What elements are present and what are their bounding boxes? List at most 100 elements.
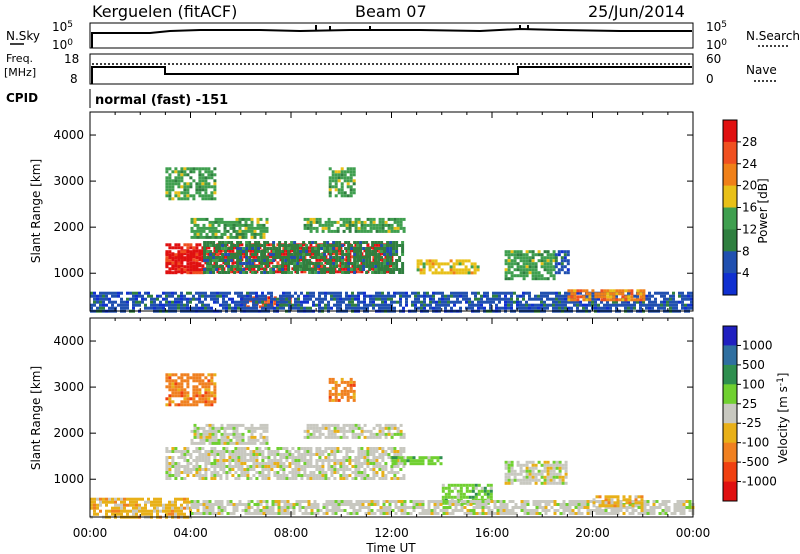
data-cell: [186, 188, 190, 192]
data-cell: [396, 477, 400, 480]
data-cell: [297, 306, 300, 310]
data-cell: [389, 256, 393, 259]
data-cell: [330, 459, 334, 462]
data-cell: [195, 403, 199, 407]
data-cell: [354, 474, 358, 477]
data-cell: [388, 512, 392, 515]
data-cell: [340, 167, 344, 171]
data-cell: [507, 300, 510, 304]
data-cell: [174, 176, 178, 180]
data-cell: [504, 259, 508, 263]
data-cell: [344, 271, 348, 274]
data-cell: [349, 380, 353, 384]
data-cell: [174, 306, 177, 310]
data-cell: [483, 486, 487, 490]
data-cell: [519, 259, 523, 263]
data-cell: [165, 376, 169, 380]
data-cell: [470, 265, 474, 269]
data-cell: [477, 297, 480, 301]
data-cell: [333, 450, 337, 453]
data-cell: [208, 500, 212, 503]
data-cell: [303, 459, 307, 462]
data-cell: [391, 509, 395, 512]
data-cell: [225, 300, 228, 304]
data-cell: [202, 506, 206, 509]
data-cell: [561, 478, 565, 482]
data-cell: [250, 512, 254, 515]
data-cell: [409, 506, 413, 509]
data-cell: [467, 271, 471, 275]
data-cell: [111, 506, 114, 510]
data-cell: [204, 376, 208, 380]
colorbar-tick-label: 28: [742, 135, 757, 149]
data-cell: [214, 229, 218, 233]
data-cell: [390, 229, 394, 233]
data-cell: [192, 468, 196, 471]
data-cell: [391, 500, 395, 503]
data-cell: [351, 220, 355, 224]
data-cell: [211, 503, 215, 506]
data-cell: [234, 450, 238, 453]
data-cell: [540, 259, 544, 263]
data-cell: [333, 294, 336, 298]
data-cell: [253, 435, 257, 439]
data-cell: [474, 495, 478, 499]
data-cell: [277, 503, 281, 506]
data-cell: [321, 291, 324, 295]
data-cell: [96, 497, 99, 501]
data-cell: [249, 270, 253, 274]
data-cell: [192, 258, 196, 262]
data-cell: [168, 373, 172, 377]
data-cell: [414, 300, 417, 304]
data-cell: [189, 403, 193, 407]
data-cell: [447, 483, 451, 487]
data-cell: [345, 249, 349, 253]
data-cell: [213, 249, 217, 253]
data-cell: [150, 503, 153, 507]
data-cell: [171, 373, 175, 377]
data-cell: [504, 478, 508, 482]
data-cell: [313, 503, 317, 506]
data-cell: [336, 471, 340, 474]
data-cell: [327, 426, 331, 430]
data-cell: [507, 460, 511, 464]
data-cell: [343, 194, 347, 198]
data-cell: [447, 492, 451, 496]
data-cell: [234, 261, 238, 265]
freq-panel-frame: [89, 53, 694, 85]
data-cell: [369, 477, 373, 480]
data-cell: [177, 465, 181, 468]
data-cell: [225, 264, 229, 268]
data-cell: [546, 259, 550, 263]
data-cell: [284, 244, 288, 247]
data-cell: [345, 474, 349, 477]
data-cell: [281, 244, 285, 247]
data-cell: [356, 256, 360, 259]
data-cell: [363, 297, 366, 301]
data-cell: [522, 303, 525, 307]
data-cell: [299, 262, 303, 265]
data-cell: [174, 291, 177, 295]
data-cell: [213, 400, 217, 404]
data-cell: [449, 259, 453, 263]
data-cell: [519, 463, 523, 467]
data-cell: [189, 243, 193, 247]
data-cell: [150, 500, 153, 504]
data-cell: [513, 274, 517, 278]
data-cell: [239, 262, 243, 265]
data-cell: [540, 256, 544, 260]
data-cell: [375, 465, 379, 468]
data-cell: [102, 300, 105, 304]
data-cell: [332, 256, 336, 259]
data-cell: [240, 291, 243, 295]
data-cell: [531, 469, 535, 473]
data-cell: [489, 306, 492, 310]
data-cell: [254, 250, 258, 253]
data-cell: [519, 265, 523, 269]
data-cell: [254, 241, 258, 244]
data-cell: [333, 423, 337, 427]
data-cell: [186, 447, 190, 450]
data-cell: [171, 509, 174, 513]
data-cell: [117, 506, 120, 510]
data-cell: [195, 297, 198, 301]
